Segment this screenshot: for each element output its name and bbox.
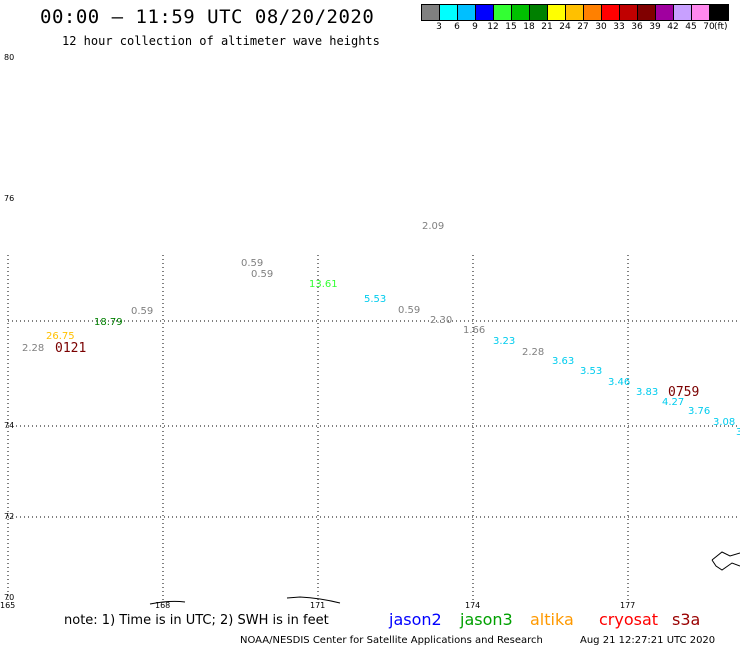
lon-label-168: 168 (155, 601, 170, 610)
color-swatch (620, 5, 638, 20)
color-swatch (638, 5, 656, 20)
color-swatch (512, 5, 530, 20)
lat-label-74: 74 (4, 421, 14, 430)
wave-value: 0.59 (241, 258, 263, 269)
color-scale-label: 6 (454, 22, 460, 32)
coastline (149, 551, 740, 605)
lon-label-171: 171 (310, 601, 325, 610)
color-scale-label: 15 (505, 22, 517, 32)
satellite-legend-altika: altika (530, 610, 574, 629)
satellite-legend-s3a: s3a (672, 610, 701, 629)
lat-label-70: 70 (4, 593, 14, 602)
color-swatch (692, 5, 710, 20)
satellite-legend-jason3: jason3 (460, 610, 513, 629)
color-swatch (476, 5, 494, 20)
pass-time-label: 0759 (668, 385, 699, 400)
wave-value: 26.75 (46, 331, 75, 342)
wave-value: 0.59 (251, 269, 273, 280)
wave-value: 2.28 (22, 343, 44, 354)
wave-value: 13.61 (309, 279, 338, 290)
lat-label-80: 80 (4, 53, 14, 62)
wave-value: 2.30 (430, 315, 452, 326)
color-scale-label: 3 (436, 22, 442, 32)
wave-value: 0.59 (131, 306, 153, 317)
color-scale-label: 9 (472, 22, 478, 32)
pass-time-label: 0121 (55, 341, 86, 356)
color-swatch (530, 5, 548, 20)
color-swatch (710, 5, 728, 20)
page-title: 00:00 – 11:59 UTC 08/20/2020 (40, 6, 375, 28)
satellite-legend-jason2: jason2 (389, 610, 442, 629)
wave-value: 5.53 (364, 294, 386, 305)
color-swatch (602, 5, 620, 20)
page-subtitle: 12 hour collection of altimeter wave hei… (62, 34, 380, 48)
color-scale-label: 33 (613, 22, 625, 32)
color-scale-label: 36 (631, 22, 643, 32)
color-swatch (566, 5, 584, 20)
color-scale-label: 45 (685, 22, 697, 32)
lat-label-72: 72 (4, 512, 14, 521)
color-swatch (422, 5, 440, 20)
color-scale-label: 12 (487, 22, 499, 32)
color-scale-label: 24 (559, 22, 571, 32)
wave-height-values: 2.09 0.59 0.59 13.61 5.53 0.59 2.30 0.59… (22, 221, 735, 428)
color-scale-label: 27 (577, 22, 589, 32)
color-scale-label: 70 (703, 22, 715, 32)
wave-value: 4.27 (662, 397, 684, 408)
color-scale-bar (421, 4, 729, 21)
color-scale-label: 18 (523, 22, 535, 32)
color-swatch (656, 5, 674, 20)
wave-value: 3.53 (580, 366, 602, 377)
wave-value: 3.23 (493, 336, 515, 347)
wave-value: 2.09 (422, 221, 444, 232)
color-swatch (440, 5, 458, 20)
graticule (7, 255, 740, 602)
color-swatch (494, 5, 512, 20)
color-scale-label: 42 (667, 22, 679, 32)
footer-credit: NOAA/NESDIS Center for Satellite Applica… (240, 635, 543, 646)
lon-label-174: 174 (465, 601, 480, 610)
wave-value-clipped: 3 (736, 427, 740, 438)
color-scale-label: 30 (595, 22, 607, 32)
color-swatch (458, 5, 476, 20)
lon-label-165: 165 (0, 601, 15, 610)
lon-label-177: 177 (620, 601, 635, 610)
satellite-legend-cryosat: cryosat (599, 610, 659, 629)
footer-timestamp: Aug 21 12:27:21 UTC 2020 (580, 635, 716, 646)
color-swatch (674, 5, 692, 20)
wave-value: 1.66 (463, 325, 485, 336)
wave-value: 3.46 (608, 377, 630, 388)
color-scale-label: 21 (541, 22, 553, 32)
color-swatch (548, 5, 566, 20)
color-swatch (584, 5, 602, 20)
wave-value: 3.08 (713, 417, 735, 428)
color-scale-unit: (ft) (714, 22, 728, 32)
wave-value: 18.79 (94, 317, 123, 328)
wave-value: 0.59 (398, 305, 420, 316)
units-note: note: 1) Time is in UTC; 2) SWH is in fe… (64, 613, 329, 628)
wave-value: 3.63 (552, 356, 574, 367)
wave-value: 3.76 (688, 406, 710, 417)
wave-value: 2.28 (522, 347, 544, 358)
color-scale-label: 39 (649, 22, 661, 32)
lat-label-76: 76 (4, 194, 14, 203)
wave-value: 3.83 (636, 387, 658, 398)
